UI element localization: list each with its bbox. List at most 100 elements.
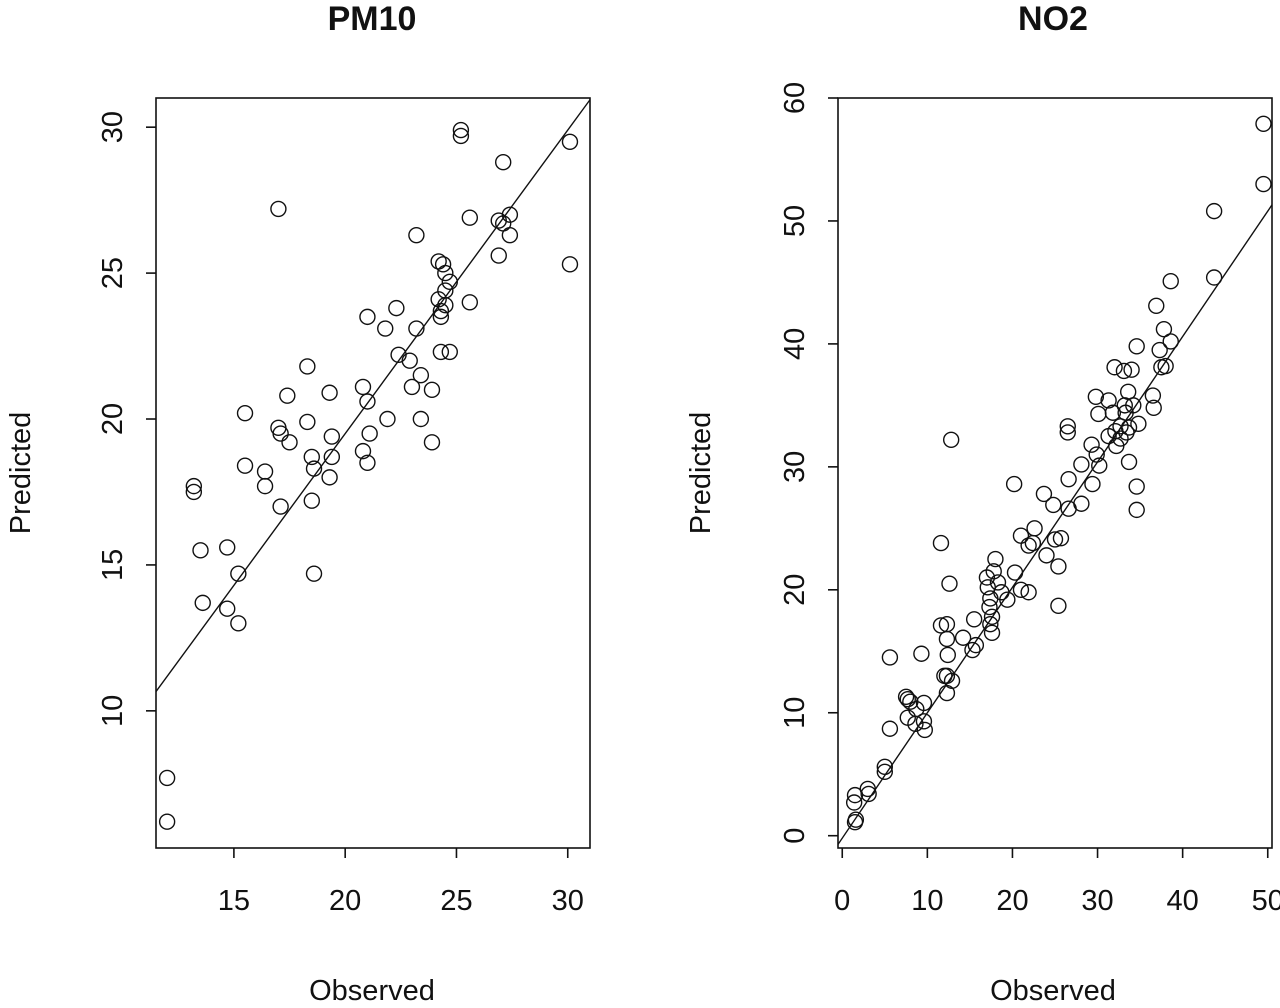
data-point [915,694,933,712]
data-point [881,720,899,737]
data-point [158,813,176,830]
data-point [441,273,458,291]
no2-title: NO2 [1018,0,1088,38]
data-point [303,492,320,509]
x-tick-label: 40 [1167,885,1199,917]
data-point [1155,320,1173,338]
y-tick-label: 10 [779,697,811,729]
data-point [388,299,405,317]
data-point [423,381,441,399]
x-tick-label: 20 [996,885,1028,917]
data-point [281,434,298,451]
data-point [412,367,430,384]
y-tick-label: 25 [97,257,129,289]
data-point [490,247,507,264]
data-point [1151,341,1168,359]
data-point [432,302,450,320]
data-point [1130,415,1147,433]
data-point [401,352,418,369]
data-point [846,813,864,831]
data-point [989,574,1007,591]
data-point [452,127,470,145]
x-tick-label: 20 [329,885,361,917]
pm10-plot-frame [155,97,591,849]
data-point [321,469,338,486]
y-tick-label: 20 [779,574,811,606]
data-point [1024,534,1042,552]
x-tick-label: 15 [218,885,250,917]
data-point [1046,531,1064,548]
data-point [1144,387,1162,404]
data-point [932,617,950,634]
data-point [1106,359,1123,376]
data-point [1060,470,1077,488]
data-point [490,212,507,229]
data-point [881,649,899,666]
x-tick-label: 30 [1081,885,1113,917]
data-point [359,393,376,410]
data-point [1026,520,1043,537]
x-tick-label: 25 [440,885,472,917]
data-point [1100,392,1117,409]
y-tick-label: 30 [779,451,811,483]
data-point [965,611,983,628]
data-point [219,539,236,556]
data-point [1205,202,1223,220]
data-point [323,448,341,466]
data-point [932,534,950,552]
data-point [430,253,447,270]
data-point [192,542,209,559]
data-point [219,600,236,617]
data-point [1115,362,1133,380]
data-point [1052,529,1070,547]
pm10-title: PM10 [328,0,417,38]
data-point [1050,597,1067,614]
data-point [981,598,998,616]
data-point [321,384,338,401]
data-point [432,308,450,326]
data-point [299,413,316,431]
x-tick-label: 30 [552,885,584,917]
y-tick-label: 50 [779,205,811,237]
data-point [501,206,519,223]
data-point [361,425,378,442]
data-point [1148,297,1165,314]
data-point [194,594,211,612]
data-point [354,378,372,396]
data-point [461,294,479,311]
data-point [1083,436,1100,453]
y-tick-label: 0 [779,828,811,844]
pm10-panel: PM10 Observed Predicted 15 20 25 30 10 15 20 25… [5,0,591,1007]
data-point [359,308,376,326]
data-point [1020,584,1037,601]
data-point [323,428,341,445]
data-point [1255,175,1272,193]
y-tick-label: 10 [97,695,129,727]
data-point [158,769,176,787]
data-point [1090,405,1107,423]
data-point [1038,547,1055,564]
data-point [938,667,956,685]
data-point [305,565,323,582]
data-point [412,410,430,428]
data-point [1006,564,1024,581]
data-point [987,550,1004,568]
data-point [256,477,274,495]
data-point [943,672,961,689]
data-point [434,256,452,273]
x-tick-label: 10 [911,885,943,917]
data-point [982,616,999,633]
y-tick-label: 40 [779,328,811,360]
data-point [1120,453,1138,471]
data-point [303,448,320,466]
data-point [279,387,296,404]
y-tick-label: 20 [97,403,129,435]
x-tick-label: 50 [1252,885,1280,917]
data-point [299,358,316,375]
y-tick-label: 30 [97,111,129,143]
data-point [1128,338,1145,355]
data-point [1087,388,1105,405]
no2-x-axis-label: Observed [990,975,1116,1007]
data-point [907,715,924,733]
data-point [354,442,372,460]
